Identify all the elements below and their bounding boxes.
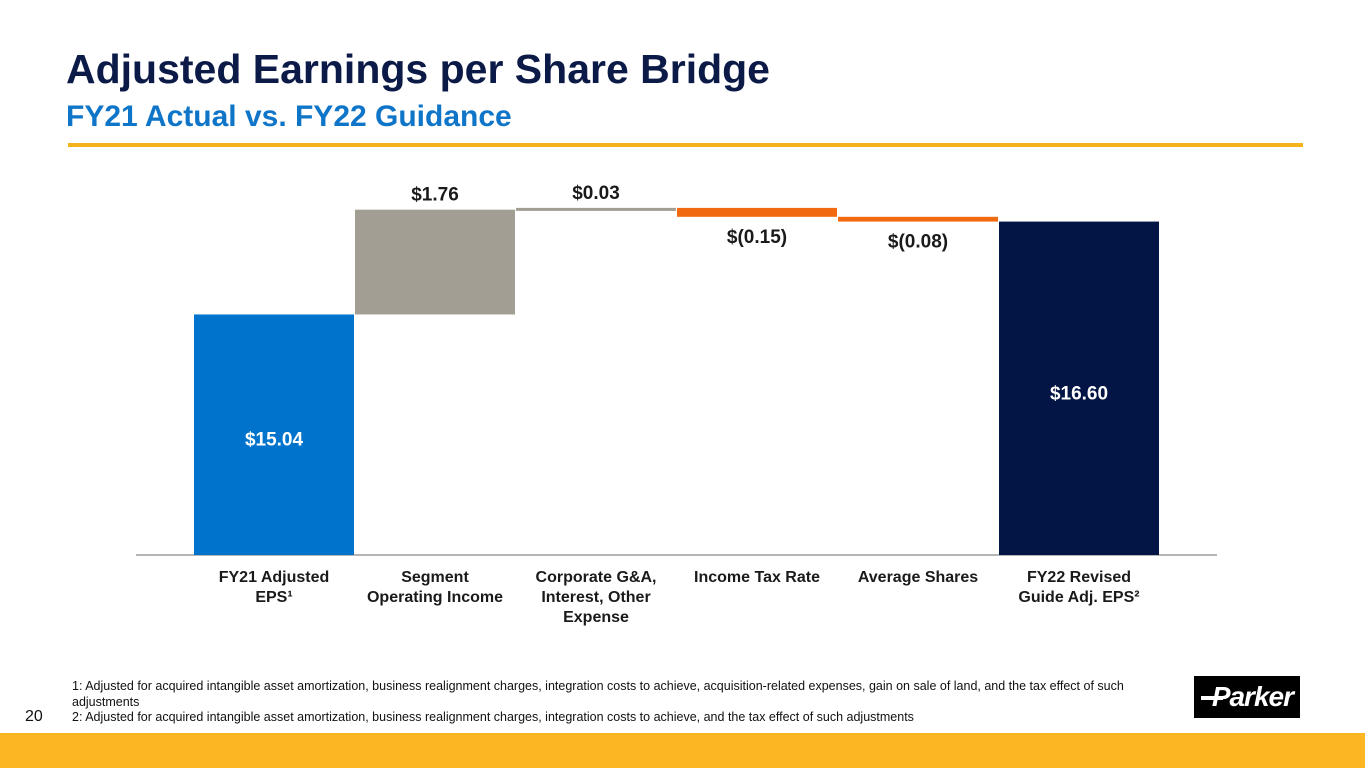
category-label-line: Corporate G&A, — [536, 569, 657, 586]
data-label-0: $15.04 — [245, 429, 304, 450]
category-label-line: FY21 Adjusted — [219, 569, 330, 586]
footnote-2: 2: Adjusted for acquired intangible asse… — [72, 710, 914, 724]
footnotes: 1: Adjusted for acquired intangible asse… — [72, 679, 1172, 726]
category-label-line: Income Tax Rate — [694, 569, 820, 586]
eps-bridge-chart: $15.04 $1.76 $0.03 $(0.15) $(0.08) $16.60 FY21… — [136, 183, 1217, 626]
category-label-0: FY21 Adjusted EPS¹ — [219, 569, 330, 606]
parker-logo: Parker — [1194, 676, 1300, 718]
slide-subtitle: FY21 Actual vs. FY22 Guidance — [66, 100, 512, 133]
page-number: 20 — [25, 708, 43, 725]
data-label-2: $0.03 — [572, 183, 620, 204]
category-label-line: EPS¹ — [255, 589, 292, 606]
bar-4 — [838, 216, 998, 222]
category-label-3: Income Tax Rate — [694, 569, 820, 586]
bar-2 — [516, 207, 676, 211]
slide-title: Adjusted Earnings per Share Bridge — [66, 46, 770, 92]
data-label-5: $16.60 — [1050, 384, 1108, 405]
data-label-1: $1.76 — [411, 185, 459, 206]
footnote-1: 1: Adjusted for acquired intangible asse… — [72, 679, 1124, 709]
category-label-line: Guide Adj. EPS² — [1018, 589, 1139, 606]
footer-bar — [0, 733, 1365, 768]
bar-0 — [194, 314, 354, 555]
data-label-4: $(0.08) — [888, 232, 948, 253]
category-label-1: Segment Operating Income — [367, 569, 503, 606]
bar-5 — [999, 221, 1159, 556]
category-label-line: Interest, Other — [541, 589, 650, 606]
category-label-line: Operating Income — [367, 589, 503, 606]
category-label-line: Segment — [401, 569, 469, 586]
category-label-2: Corporate G&A, Interest, Other Expense — [536, 569, 657, 626]
logo-dash — [1201, 696, 1223, 700]
category-label-5: FY22 Revised Guide Adj. EPS² — [1018, 569, 1139, 606]
bar-1 — [355, 209, 515, 315]
title-divider — [68, 143, 1303, 147]
data-label-3: $(0.15) — [727, 227, 787, 248]
category-label-line: FY22 Revised — [1027, 569, 1131, 586]
logo-text: Parker — [1211, 681, 1294, 712]
category-label-line: Average Shares — [858, 569, 978, 586]
category-label-line: Expense — [563, 609, 629, 626]
bar-3 — [677, 207, 837, 217]
category-label-4: Average Shares — [858, 569, 978, 586]
